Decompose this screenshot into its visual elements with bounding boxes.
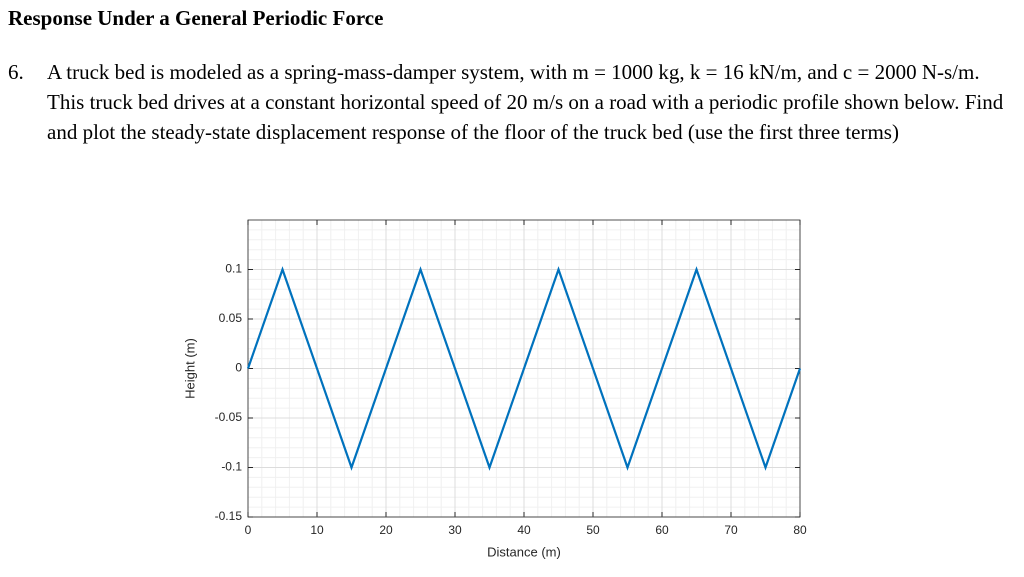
x-tick-label: 60 <box>655 523 669 537</box>
x-tick-label: 20 <box>379 523 393 537</box>
y-tick-label: 0.1 <box>225 262 242 276</box>
y-tick-label: -0.15 <box>215 509 243 523</box>
problem-number: 6. <box>8 60 24 84</box>
x-axis-label: Distance (m) <box>487 544 561 559</box>
section-title: Response Under a General Periodic Force <box>8 6 384 30</box>
problem-text: A truck bed is modeled as a spring-mass-… <box>47 60 1004 144</box>
x-tick-label: 80 <box>793 523 807 537</box>
y-tick-label: -0.1 <box>221 460 242 474</box>
y-tick-label: 0 <box>235 361 242 375</box>
x-tick-label: 40 <box>517 523 531 537</box>
x-tick-label: 30 <box>448 523 462 537</box>
x-tick-label: 10 <box>310 523 324 537</box>
x-tick-label: 70 <box>724 523 738 537</box>
x-tick-label: 0 <box>245 523 252 537</box>
x-tick-label: 50 <box>586 523 600 537</box>
y-tick-label: -0.05 <box>215 410 243 424</box>
data-line <box>246 266 802 471</box>
y-tick-label: 0.05 <box>219 311 243 325</box>
y-axis-label: Height (m) <box>182 338 197 399</box>
